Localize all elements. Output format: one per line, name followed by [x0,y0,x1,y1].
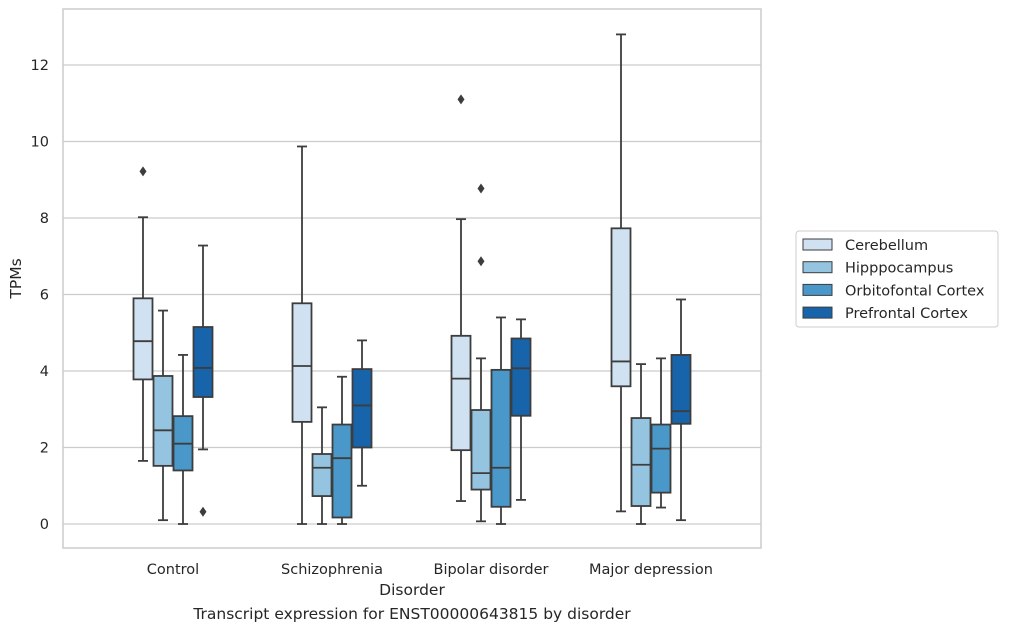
outlier-point [139,166,147,177]
y-tick-label: 6 [40,288,49,304]
legend-swatch [802,283,833,296]
y-tick-labels: 0 2 4 6 8 10 12 [31,58,49,533]
box-cerebellum [132,166,154,462]
outlier-point [457,94,465,105]
box-iqr [291,302,313,423]
boxes [132,33,692,525]
box-iqr [490,368,512,508]
box-iqr [450,334,472,452]
box-prefrontal-cortex [351,339,373,487]
box-iqr [470,409,492,491]
box-iqr [510,337,532,417]
box-cerebellum [291,145,313,525]
box-orbitofontal-cortex [331,375,353,525]
legend-entry-label: Prefrontal Cortex [845,306,968,322]
box-iqr [331,423,353,519]
x-tick-label: Control [147,562,199,578]
legend-entry-label: Orbitofontal Cortex [845,283,985,299]
x-axis-label: Disorder [379,581,445,599]
legend-entry-label: Hipppocampus [845,261,953,277]
legend: Cerebellum Hipppocampus Orbitofontal Corte… [795,230,999,328]
y-tick-label: 10 [31,135,49,151]
box-prefrontal-cortex [192,244,214,517]
box-iqr [650,423,672,494]
box-hipppocampus [152,309,174,522]
box-iqr [132,297,154,381]
box-hipppocampus [630,363,652,525]
box-orbitofontal-cortex [490,316,512,525]
y-tick-label: 12 [31,58,49,74]
x-tick-label: Bipolar disorder [434,562,549,578]
legend-frame [795,230,999,328]
box-cerebellum [450,94,472,502]
legend-swatch [802,238,833,251]
box-hipppocampus [311,406,333,525]
outlier-point [477,256,485,267]
outlier-point [199,506,207,517]
box-iqr [351,368,373,449]
legend-entry-label: Cerebellum [845,238,928,254]
box-prefrontal-cortex [510,318,532,501]
box-cerebellum [610,33,632,513]
box-iqr [610,227,632,388]
y-axis-label: TPMs [7,258,25,299]
box-iqr [670,354,692,425]
box-hipppocampus [470,183,492,523]
y-tick-label: 0 [40,517,49,533]
box-orbitofontal-cortex [172,354,194,525]
box-iqr [152,375,174,467]
box-iqr [311,453,333,497]
x-tick-label: Schizophrenia [281,562,383,578]
x-tick-labels: Control Schizophrenia Bipolar disorder Majo… [147,562,713,578]
box-orbitofontal-cortex [650,357,672,509]
legend-swatch [802,306,833,319]
y-tick-label: 8 [40,211,49,227]
box-iqr [192,326,214,398]
box-prefrontal-cortex [670,298,692,522]
plot-area-frame [62,8,762,549]
chart-caption: Transcript expression for ENST0000064381… [193,605,631,623]
outlier-point [477,183,485,194]
box-iqr [630,417,652,507]
x-tick-label: Major depression [589,562,713,578]
y-tick-label: 4 [40,364,49,380]
y-tick-label: 2 [40,441,49,457]
legend-swatch [802,261,833,274]
